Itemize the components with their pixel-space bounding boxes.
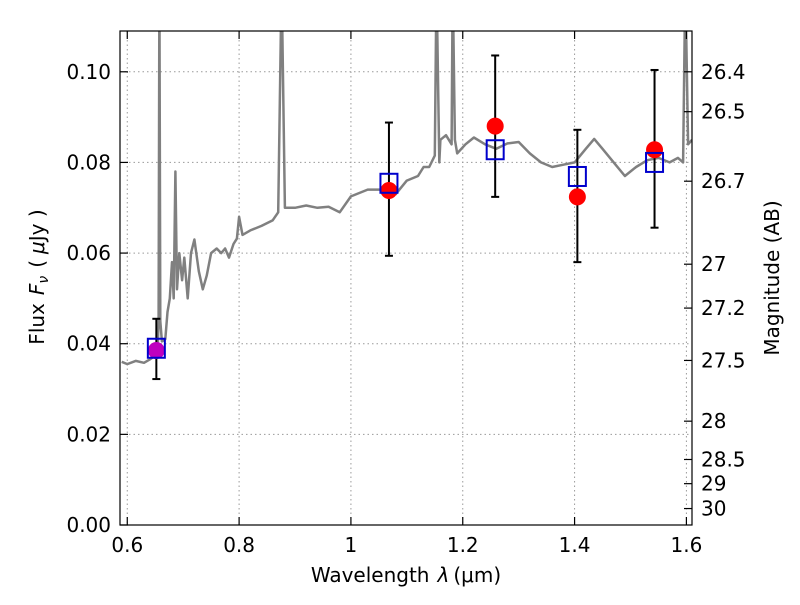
magnitude-tick-label: 26.5 — [701, 100, 746, 124]
y-tick-label: 0.04 — [66, 332, 111, 356]
y-tick-label: 0.00 — [66, 513, 111, 537]
magnitude-tick-label: 30 — [701, 497, 726, 521]
y-tick-label: 0.10 — [66, 60, 111, 84]
model-spectrum-line — [121, 31, 692, 366]
observed-flux-square — [645, 151, 665, 173]
observed-flux-square — [379, 172, 399, 194]
magnitude-tick-label: 28.5 — [701, 447, 746, 471]
y-tick-label: 0.08 — [66, 150, 111, 174]
magnitude-axis-title: Magnitude (AB) — [760, 200, 784, 355]
x-tick-label: 1 — [345, 533, 358, 557]
x-tick-label: 0.6 — [111, 533, 143, 557]
magnitude-tick-label: 28 — [701, 409, 726, 433]
observed-flux-square — [146, 337, 166, 359]
model-photometry-point — [568, 188, 586, 206]
magnitude-tick-label: 29 — [701, 472, 726, 496]
magnitude-tick-label: 26.4 — [701, 60, 746, 84]
axis-ticks — [120, 31, 692, 526]
x-tick-label: 1.6 — [671, 533, 703, 557]
model-photometry-point — [380, 182, 398, 200]
plot-frame — [119, 30, 693, 526]
y-tick-label: 0.02 — [66, 422, 111, 446]
x-axis-title: Wavelength λ (μm) — [311, 563, 501, 587]
magnitude-tick-label: 27.2 — [701, 296, 746, 320]
magnitude-tick-label: 27 — [701, 252, 726, 276]
model-photometry-point — [486, 117, 504, 135]
y-axis-title: FluxFν(μJy ) — [25, 209, 52, 344]
x-tick-label: 0.8 — [223, 533, 255, 557]
x-tick-label: 1.2 — [447, 533, 479, 557]
y-tick-label: 0.06 — [66, 241, 111, 265]
plot-area — [121, 31, 692, 381]
observed-flux-square — [485, 139, 505, 161]
magnitude-tick-label: 27.5 — [701, 348, 746, 372]
model-photometry-point — [646, 141, 664, 159]
observed-flux-square — [567, 165, 587, 187]
magnitude-tick-label: 26.7 — [701, 169, 746, 193]
x-tick-label: 1.4 — [559, 533, 591, 557]
model-photometry-point — [147, 342, 165, 360]
